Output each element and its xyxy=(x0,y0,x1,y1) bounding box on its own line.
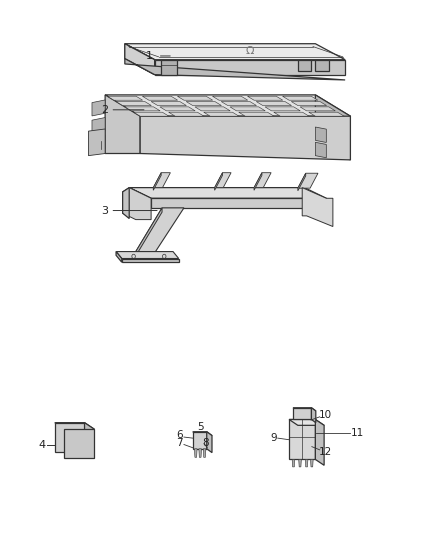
Polygon shape xyxy=(302,188,333,227)
Polygon shape xyxy=(203,449,206,457)
Polygon shape xyxy=(161,60,177,75)
Polygon shape xyxy=(116,101,152,106)
Polygon shape xyxy=(105,95,350,116)
Polygon shape xyxy=(55,423,85,452)
Polygon shape xyxy=(315,127,326,142)
Polygon shape xyxy=(254,173,262,190)
Polygon shape xyxy=(311,459,313,467)
Polygon shape xyxy=(142,96,178,100)
Polygon shape xyxy=(247,96,283,100)
Text: 1: 1 xyxy=(146,51,153,61)
Polygon shape xyxy=(116,252,179,259)
Text: 3: 3 xyxy=(102,206,109,215)
Polygon shape xyxy=(129,188,326,198)
Polygon shape xyxy=(136,208,184,252)
Polygon shape xyxy=(199,449,201,457)
Polygon shape xyxy=(125,44,155,75)
Text: 4: 4 xyxy=(39,440,46,450)
Polygon shape xyxy=(293,408,311,419)
Polygon shape xyxy=(309,112,344,116)
Polygon shape xyxy=(151,198,326,208)
Polygon shape xyxy=(254,173,271,188)
Polygon shape xyxy=(193,432,212,435)
Polygon shape xyxy=(151,101,187,106)
Polygon shape xyxy=(92,100,105,116)
Polygon shape xyxy=(204,112,239,116)
Polygon shape xyxy=(116,252,122,262)
Polygon shape xyxy=(125,59,345,80)
Polygon shape xyxy=(107,96,143,100)
Polygon shape xyxy=(292,459,295,467)
Text: Ω: Ω xyxy=(245,46,254,55)
Polygon shape xyxy=(289,419,315,459)
Polygon shape xyxy=(256,101,292,106)
Polygon shape xyxy=(239,112,274,116)
Polygon shape xyxy=(195,107,230,111)
Text: 6: 6 xyxy=(177,430,183,440)
Text: 8: 8 xyxy=(202,439,209,448)
Text: 10: 10 xyxy=(318,410,332,419)
Polygon shape xyxy=(300,107,336,111)
Polygon shape xyxy=(186,101,222,106)
Polygon shape xyxy=(265,107,300,111)
Polygon shape xyxy=(221,101,257,106)
Polygon shape xyxy=(177,96,213,100)
Polygon shape xyxy=(55,423,94,429)
Polygon shape xyxy=(125,44,345,60)
Polygon shape xyxy=(315,95,350,160)
Polygon shape xyxy=(315,142,326,158)
Polygon shape xyxy=(134,112,169,116)
Polygon shape xyxy=(125,107,160,111)
Polygon shape xyxy=(64,429,94,458)
Text: 11: 11 xyxy=(350,428,364,438)
Polygon shape xyxy=(140,116,350,160)
Polygon shape xyxy=(291,101,327,106)
Polygon shape xyxy=(160,107,195,111)
Polygon shape xyxy=(155,60,345,75)
Polygon shape xyxy=(136,208,162,256)
Polygon shape xyxy=(85,423,94,458)
Polygon shape xyxy=(193,432,207,449)
Text: 9: 9 xyxy=(270,433,277,443)
Polygon shape xyxy=(212,96,248,100)
Polygon shape xyxy=(123,188,129,219)
Polygon shape xyxy=(88,129,105,156)
Polygon shape xyxy=(92,135,105,151)
Polygon shape xyxy=(315,419,324,465)
Polygon shape xyxy=(123,188,151,220)
Polygon shape xyxy=(298,173,318,188)
Text: 5: 5 xyxy=(197,423,204,432)
Polygon shape xyxy=(230,107,265,111)
Polygon shape xyxy=(207,432,212,453)
Polygon shape xyxy=(92,118,105,134)
Polygon shape xyxy=(283,96,318,100)
Polygon shape xyxy=(293,408,316,411)
Polygon shape xyxy=(298,60,311,71)
Polygon shape xyxy=(299,459,301,467)
Polygon shape xyxy=(122,259,179,262)
Polygon shape xyxy=(315,60,328,71)
Polygon shape xyxy=(215,173,223,190)
Polygon shape xyxy=(129,188,151,208)
Polygon shape xyxy=(298,173,306,191)
Polygon shape xyxy=(274,112,309,116)
Text: 2: 2 xyxy=(102,105,109,115)
Polygon shape xyxy=(311,408,316,423)
Polygon shape xyxy=(105,95,140,154)
Polygon shape xyxy=(153,173,170,188)
Polygon shape xyxy=(169,112,204,116)
Polygon shape xyxy=(125,44,155,75)
Polygon shape xyxy=(289,419,324,425)
Text: 12: 12 xyxy=(318,447,332,457)
Polygon shape xyxy=(305,459,308,467)
Text: 7: 7 xyxy=(177,439,183,448)
Polygon shape xyxy=(215,173,231,188)
Polygon shape xyxy=(194,449,197,457)
Polygon shape xyxy=(153,173,161,190)
